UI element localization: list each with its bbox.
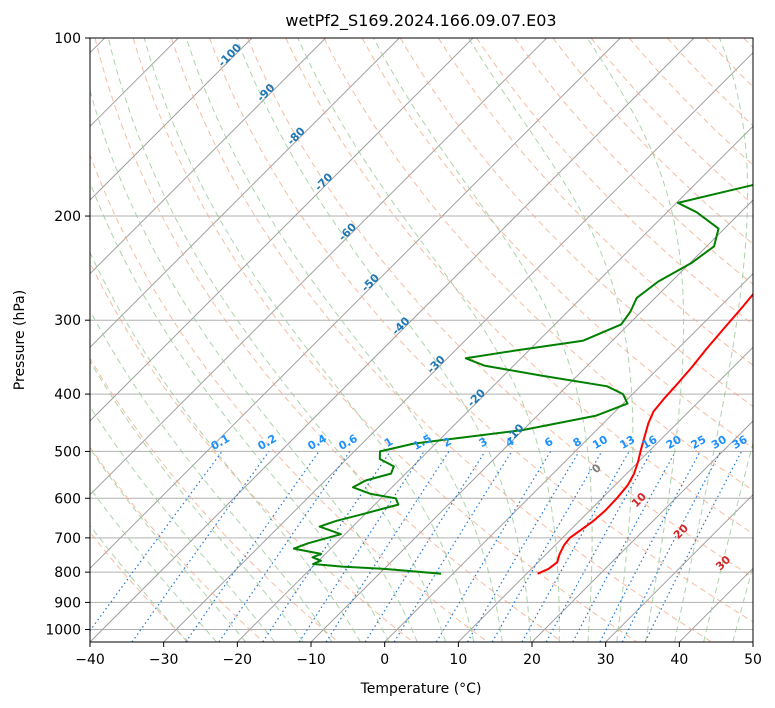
moist-adiabat-line (90, 524, 188, 642)
mixing-ratio-line (218, 451, 351, 642)
isotherm-line (236, 125, 753, 642)
isotherm-line (90, 38, 253, 201)
mixing-ratio-lines (90, 451, 743, 642)
x-tick-label: −20 (223, 652, 253, 668)
dry-adiabat-line (399, 38, 753, 408)
x-axis-label: Temperature (°C) (360, 681, 482, 697)
moist-adiabat-line (236, 38, 532, 642)
y-tick-label: 800 (54, 565, 81, 581)
y-tick-label: 600 (54, 491, 81, 507)
y-tick-label: 400 (54, 387, 81, 403)
isotherm-line (605, 493, 753, 642)
dry-adiabat-line (247, 38, 753, 578)
series-layer (292, 183, 753, 575)
x-tick-label: 30 (597, 652, 615, 668)
temperature-profile-line (537, 292, 753, 575)
moist-adiabat-line (703, 440, 753, 642)
chart-title: wetPf2_S169.2024.166.09.07.E03 (285, 11, 556, 31)
moist-adiabat-line (90, 405, 276, 642)
plot-frame (89, 37, 754, 643)
x-tick-label: 10 (449, 652, 467, 668)
moist-adiabat-line (185, 38, 503, 642)
dry-adiabat-line (90, 261, 414, 642)
isotherm-line (531, 420, 753, 642)
moist-adiabat-line (373, 38, 593, 642)
mixing-ratio-line (572, 451, 677, 642)
isotherm-line (90, 38, 327, 275)
y-tick-label: 100 (54, 31, 81, 47)
dewpoint-profile-line (292, 183, 753, 575)
mixing-ratio-line (644, 451, 743, 642)
dry-adiabat-line (90, 446, 264, 642)
isotherm-line (90, 38, 400, 349)
y-tick-label: 1000 (45, 622, 81, 638)
moist-adiabat-line (90, 447, 247, 642)
dry-adiabat-line (552, 38, 753, 245)
moist-adiabat-line (586, 38, 685, 642)
dry-adiabat-lines (90, 38, 753, 642)
moist-adiabat-line (90, 251, 362, 642)
mixing-ratio-line (393, 451, 513, 642)
moist-adiabat-line (674, 38, 749, 642)
x-axis-ticks: −40 −30 −20 −10 0 10 20 30 40 50 (75, 642, 762, 668)
moist-adiabat-line (90, 309, 333, 642)
dry-adiabat-line (94, 38, 563, 642)
mixing-ratio-line (545, 451, 652, 642)
mixing-ratio-line (298, 451, 425, 642)
mixing-ratio-line (325, 451, 450, 642)
mixing-ratio-line (435, 451, 552, 642)
moist-adiabat-line (143, 38, 475, 642)
dry-adiabat-line (132, 38, 638, 642)
dry-adiabat-line (90, 357, 339, 642)
moist-adiabat-line (90, 487, 217, 642)
y-axis-label: Pressure (hPa) (12, 290, 28, 390)
dry-adiabat-line (285, 38, 753, 535)
moist-adiabat-line (90, 88, 418, 642)
moist-adiabat-line (90, 360, 304, 642)
dry-adiabat-line (90, 153, 488, 642)
dry-adiabat-line (323, 38, 753, 492)
moist-adiabat-line (90, 181, 390, 642)
x-tick-label: −40 (75, 652, 105, 668)
pressure-gridlines (90, 38, 753, 630)
x-tick-label: 40 (670, 652, 688, 668)
isotherm-line (90, 38, 621, 570)
dry-adiabat-line (590, 38, 753, 206)
mixing-ratio-line (131, 451, 270, 642)
y-tick-label: 200 (54, 209, 81, 225)
y-axis-ticks: 100 200 300 400 500 600 700 800 900 1000 (45, 31, 90, 638)
moist-adiabat-line (297, 38, 560, 642)
plot-area: 0.1 0.2 0.4 0.6 1 1.5 2 3 4 6 8 10 13 16 20 25 30 36-100-… (90, 38, 753, 642)
isotherm-line (163, 51, 753, 642)
y-tick-label: 500 (54, 444, 81, 460)
mixing-ratio-line (364, 451, 486, 642)
x-tick-label: −10 (296, 652, 326, 668)
isotherm-line (90, 38, 548, 496)
dry-adiabat-line (361, 38, 753, 449)
dry-adiabat-line (437, 38, 753, 366)
x-tick-label: 20 (523, 652, 541, 668)
dry-adiabat-line (209, 38, 753, 623)
y-tick-label: 300 (54, 313, 81, 329)
moist-adiabat-line (732, 564, 753, 642)
mixing-ratio-line (262, 451, 391, 642)
isotherm-line (384, 272, 753, 642)
x-tick-label: 0 (380, 652, 389, 668)
x-tick-label: 50 (744, 652, 762, 668)
mixing-ratio-line (466, 451, 580, 642)
dry-adiabat-line (170, 38, 712, 642)
y-tick-label: 900 (54, 595, 81, 611)
isotherm-line (457, 346, 753, 642)
mixing-ratio-line (185, 451, 320, 642)
y-tick-label: 700 (54, 531, 81, 547)
x-tick-label: −30 (149, 652, 179, 668)
